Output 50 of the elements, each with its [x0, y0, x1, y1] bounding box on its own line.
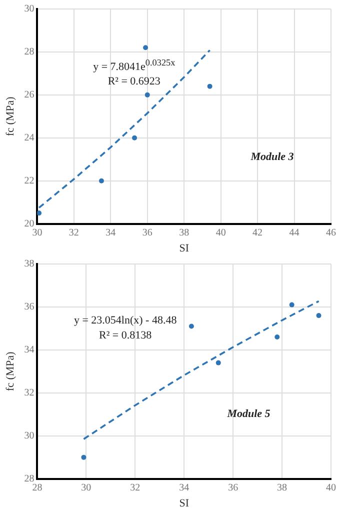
y-tick-label: 30 — [24, 430, 34, 442]
x-tick-label: 30 — [32, 227, 42, 238]
annotation: y = 23.054ln(x) - 48.48 R² = 0.8138 — [74, 314, 177, 343]
point — [216, 360, 221, 366]
x-tick-label: 34 — [179, 482, 190, 494]
point — [316, 313, 322, 318]
y-tick-label: 28 — [24, 46, 34, 58]
x-tick-label: 46 — [326, 227, 336, 238]
x-tick-label: 38 — [277, 482, 288, 494]
x-tick-label: 40 — [326, 482, 336, 494]
y-tick-label: 34 — [24, 344, 34, 356]
y-tick-label: 36 — [24, 302, 34, 313]
y-axis-title: fc (MPa) — [4, 351, 16, 392]
point — [132, 135, 138, 140]
x-tick-label: 32 — [130, 482, 140, 494]
point — [274, 334, 280, 340]
annotation: Module 3 — [250, 150, 294, 164]
point — [37, 210, 42, 216]
x-tick-label: 28 — [32, 482, 42, 494]
y-tick-label: 20 — [24, 218, 34, 230]
x-tick-label: 32 — [68, 227, 79, 238]
point — [81, 454, 86, 460]
x-axis-title: SI — [179, 242, 190, 254]
x-tick-label: 34 — [106, 227, 116, 238]
line-series — [38, 49, 211, 209]
annotation: y = 7.8041e$^{0.0325x}$ R² = 0.6923 — [93, 58, 176, 90]
y-tick-label: 26 — [24, 90, 34, 101]
annotation: Module 5 — [227, 407, 270, 422]
point — [144, 92, 150, 98]
x-tick-label: 30 — [81, 482, 92, 494]
point — [188, 324, 194, 329]
point — [143, 45, 148, 50]
y-tick-label: 22 — [24, 175, 34, 186]
y-tick-label: 32 — [24, 388, 34, 399]
x-tick-label: 36 — [228, 482, 238, 494]
x-tick-label: 40 — [216, 227, 226, 238]
x-tick-label: 42 — [252, 227, 263, 238]
x-tick-label: 36 — [142, 227, 152, 238]
y-tick-label: 30 — [24, 4, 34, 15]
point — [289, 302, 294, 308]
x-tick-label: 44 — [289, 227, 300, 238]
y-tick-label: 28 — [24, 473, 34, 484]
point — [207, 84, 212, 89]
y-tick-label: 24 — [24, 132, 34, 144]
point — [98, 178, 104, 184]
y-tick-label: 38 — [24, 258, 34, 270]
line-series — [82, 300, 320, 440]
x-tick-label: 38 — [179, 227, 190, 238]
y-axis-title: fc (MPa) — [4, 96, 16, 136]
x-axis-title: SI — [179, 497, 190, 510]
